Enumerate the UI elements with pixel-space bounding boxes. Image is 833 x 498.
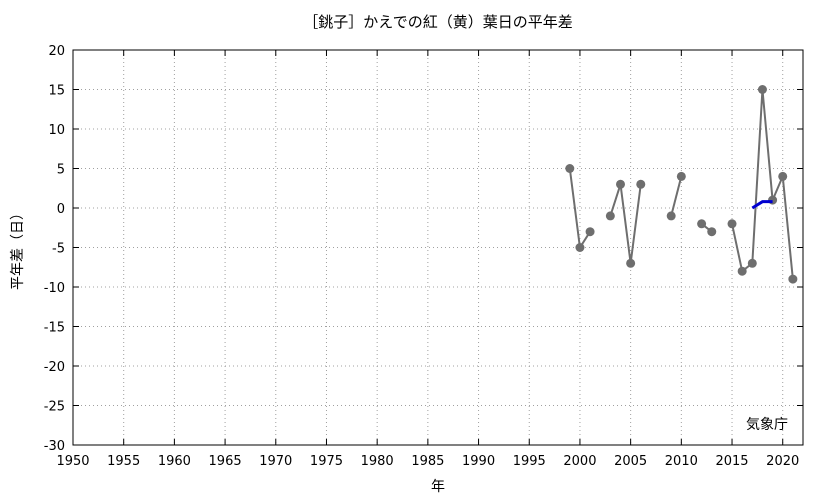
x-tick-label: 1970 bbox=[259, 454, 292, 469]
data-point bbox=[768, 195, 778, 205]
x-tick-label: 2010 bbox=[665, 454, 698, 469]
x-tick-labels: 1950 1955 1960 1965 1970 1975 1980 1985 1990 1995… bbox=[56, 454, 799, 469]
x-tick-label: 2005 bbox=[614, 454, 647, 469]
data-point bbox=[666, 211, 676, 221]
data-point bbox=[778, 171, 788, 181]
y-tick-label: 10 bbox=[48, 123, 65, 138]
data-point bbox=[605, 211, 615, 221]
series-line-segment bbox=[609, 183, 642, 264]
x-tick-label: 1980 bbox=[361, 454, 394, 469]
credit-label: 気象庁 bbox=[746, 417, 788, 433]
grid bbox=[73, 50, 803, 445]
y-tick-label: -30 bbox=[44, 439, 65, 454]
trend-line bbox=[751, 200, 773, 210]
y-tick-label: -15 bbox=[44, 321, 65, 336]
series-line-segment bbox=[568, 168, 591, 251]
x-tick-label: 1995 bbox=[513, 454, 546, 469]
data-point bbox=[737, 266, 747, 276]
x-tick-label: 1950 bbox=[56, 454, 89, 469]
data-point bbox=[626, 258, 636, 268]
data-point bbox=[697, 219, 707, 229]
y-tick-label: 15 bbox=[48, 84, 65, 99]
x-tick-label: 1960 bbox=[158, 454, 191, 469]
data-point bbox=[636, 179, 646, 189]
x-tick-label: 1975 bbox=[310, 454, 343, 469]
x-tick-label: 2020 bbox=[766, 454, 799, 469]
data-point bbox=[565, 164, 575, 173]
y-tick-label: 20 bbox=[48, 44, 65, 59]
data-point bbox=[788, 274, 798, 284]
y-tick-label: -25 bbox=[44, 400, 65, 415]
series-line-segment bbox=[731, 89, 794, 280]
y-tick-label: -5 bbox=[52, 242, 65, 257]
x-tick-label: 2000 bbox=[563, 454, 596, 469]
y-tick-labels: 20 15 10 5 0 -5 -10 -15 -20 -25 -30 bbox=[44, 44, 65, 454]
data-point bbox=[585, 227, 595, 237]
data-point bbox=[616, 179, 625, 189]
series-line-segment bbox=[670, 176, 683, 217]
x-tick-label: 1955 bbox=[107, 454, 140, 469]
chart-title: ［銚子］かえでの紅（黄）葉日の平年差 bbox=[303, 13, 573, 31]
x-tick-label: 2015 bbox=[715, 454, 748, 469]
series-layer bbox=[565, 85, 798, 284]
y-tick-label: -10 bbox=[44, 281, 65, 296]
x-axis-label: 年 bbox=[431, 479, 445, 495]
x-tick-label: 1965 bbox=[209, 454, 242, 469]
axis-ticks bbox=[72, 49, 803, 446]
data-point bbox=[757, 85, 767, 94]
x-tick-label: 1990 bbox=[462, 454, 495, 469]
y-tick-label: -20 bbox=[44, 360, 65, 375]
data-point bbox=[747, 258, 757, 268]
data-point bbox=[575, 243, 585, 252]
y-axis-label: 平年差（日） bbox=[10, 206, 26, 290]
y-tick-label: 5 bbox=[57, 163, 65, 178]
y-tick-label: 0 bbox=[57, 202, 65, 217]
data-point bbox=[707, 227, 717, 237]
data-point bbox=[727, 219, 737, 229]
data-point bbox=[676, 171, 686, 181]
x-tick-label: 1985 bbox=[411, 454, 444, 469]
